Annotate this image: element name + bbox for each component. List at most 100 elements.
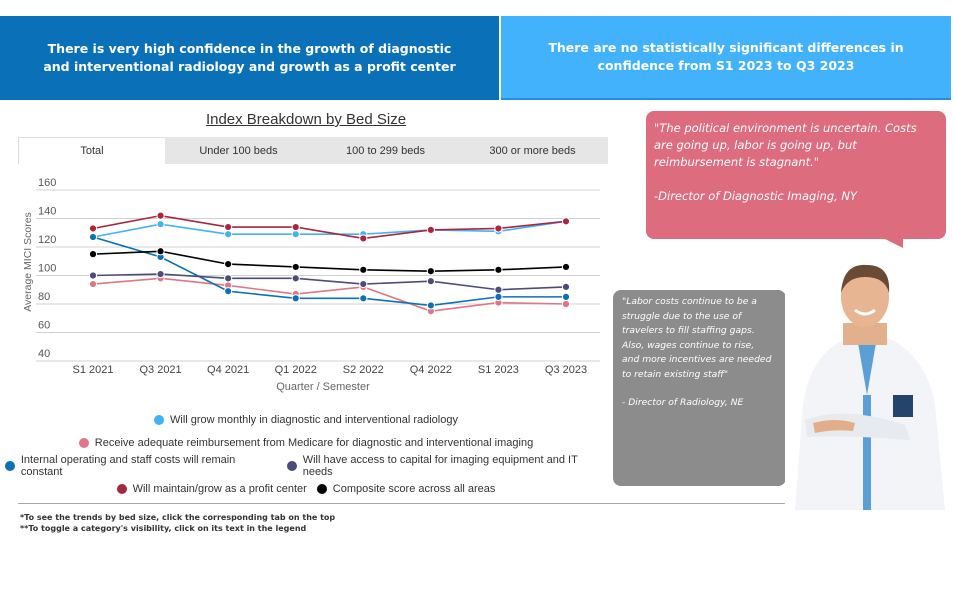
series-line — [92, 277, 567, 312]
legend-row: Receive adequate reimbursement from Medi… — [0, 431, 612, 454]
legend-item[interactable]: Will grow monthly in diagnostic and inte… — [154, 414, 458, 426]
data-point[interactable] — [359, 294, 368, 303]
data-point[interactable] — [561, 262, 571, 272]
data-point[interactable] — [291, 222, 300, 232]
doctor-photo — [785, 255, 950, 510]
legend-label[interactable]: Will have access to capital for imaging … — [302, 453, 578, 478]
tab-under-100-beds[interactable]: Under 100 beds — [199, 144, 278, 157]
series-5 — [88, 247, 571, 276]
series-1 — [88, 274, 571, 316]
legend-label[interactable]: Will grow monthly in diagnostic and inte… — [170, 413, 458, 426]
x-axis-ticks: S1 2021 Q3 2021 Q4 2021 Q1 2022 S2 2022 Q4 20… — [73, 364, 588, 376]
data-point[interactable] — [494, 224, 503, 233]
legend-label[interactable]: Will maintain/grow as a profit center — [132, 482, 307, 495]
data-point[interactable] — [359, 265, 368, 274]
data-point[interactable] — [291, 294, 300, 303]
tab-300-or-more-beds[interactable]: 300 or more beds — [489, 144, 576, 157]
legend-dot-icon — [154, 414, 164, 425]
data-point[interactable] — [156, 247, 165, 256]
data-point[interactable] — [359, 279, 368, 289]
quote-grey-line: "Labor costs continue to be a — [622, 296, 757, 307]
legend-dot-icon — [316, 483, 327, 494]
data-point[interactable] — [88, 224, 98, 233]
tab-100-to-299-beds[interactable]: 100 to 299 beds — [346, 144, 425, 157]
data-point[interactable] — [88, 250, 98, 259]
line-chart: 160 140 120 100 80 60 40 Average MICI Scores S… — [22, 177, 600, 393]
data-point[interactable] — [494, 292, 503, 301]
data-point[interactable] — [291, 230, 300, 239]
data-point[interactable] — [224, 287, 233, 296]
data-point[interactable] — [561, 292, 571, 301]
y-axis-ticks: 160 140 120 100 80 60 40 — [38, 177, 56, 360]
x-tick-label: Q3 2023 — [545, 364, 587, 376]
data-point[interactable] — [426, 267, 435, 276]
data-point[interactable] — [561, 282, 571, 292]
legend-label[interactable]: Internal operating and staff costs will … — [20, 453, 236, 478]
y-tick-label: 140 — [38, 206, 56, 218]
data-point[interactable] — [88, 271, 98, 280]
chart-title: Index Breakdown by Bed Size — [205, 111, 407, 128]
data-point[interactable] — [359, 234, 368, 243]
bed-size-tabs: Total Under 100 beds 100 to 299 beds 300… — [18, 137, 608, 164]
series-line — [92, 250, 567, 273]
quote-bubble-pink: "The political environment is uncertain.… — [646, 111, 946, 239]
data-point[interactable] — [426, 301, 435, 310]
headline-banner-right: There are no statistically significant d… — [501, 16, 951, 100]
x-tick-label: Q4 2022 — [410, 364, 452, 376]
legend-item[interactable]: Internal operating and staff costs will … — [5, 454, 277, 478]
quote-grey-line: to retain existing staff" — [622, 368, 729, 380]
data-point[interactable] — [561, 299, 571, 309]
series-lines — [88, 211, 571, 316]
legend-item[interactable]: Will have access to capital for imaging … — [286, 453, 607, 478]
data-point[interactable] — [291, 274, 300, 283]
data-point[interactable] — [561, 217, 571, 226]
quote-grey-author: - Director of Radiology, NE — [622, 397, 744, 408]
x-axis-label: Quarter / Semester — [276, 381, 370, 393]
legend-row: Will grow monthly in diagnostic and inte… — [0, 408, 612, 431]
series-4 — [88, 211, 571, 243]
headline-right-text: There are no statistically significant d… — [548, 40, 904, 73]
data-point[interactable] — [494, 285, 503, 294]
legend-item[interactable]: Will maintain/grow as a profit center — [116, 482, 307, 495]
x-tick-label: Q1 2022 — [275, 364, 317, 376]
data-point[interactable] — [224, 274, 233, 283]
legend-item[interactable]: Composite score across all areas — [316, 482, 496, 495]
data-point[interactable] — [224, 230, 233, 239]
data-point[interactable] — [426, 225, 435, 235]
quote-pink-author: -Director of Diagnostic Imaging, NY — [654, 189, 858, 203]
y-tick-label: 100 — [38, 263, 56, 275]
legend-row: Internal operating and staff costs will … — [0, 453, 612, 478]
quote-grey-line: Also, wages continue to rise, — [622, 339, 755, 351]
x-tick-label: S2 2022 — [343, 364, 384, 376]
x-tick-label: Q3 2021 — [139, 364, 181, 376]
series-line — [92, 220, 567, 238]
series-2 — [88, 232, 571, 310]
data-point[interactable] — [156, 220, 165, 229]
data-point[interactable] — [291, 262, 300, 272]
data-point[interactable] — [156, 211, 165, 220]
data-point[interactable] — [88, 279, 98, 289]
y-tick-label: 80 — [38, 291, 50, 303]
legend-label[interactable]: Composite score across all areas — [332, 482, 496, 495]
quote-grey-line: struggle due to the use of — [622, 310, 742, 322]
data-point[interactable] — [494, 265, 503, 274]
legend-dot-icon — [78, 437, 89, 448]
data-point[interactable] — [224, 260, 233, 269]
series-3 — [88, 269, 571, 294]
data-point[interactable] — [88, 232, 98, 242]
quote-bubble-tail — [883, 238, 903, 248]
tab-total[interactable]: Total — [18, 137, 165, 164]
y-tick-label: 60 — [38, 320, 50, 332]
series-line — [92, 236, 566, 307]
data-point[interactable] — [156, 269, 165, 279]
legend-item[interactable]: Receive adequate reimbursement from Medi… — [78, 436, 534, 449]
legend-dot-icon — [286, 460, 297, 471]
series-line — [92, 273, 567, 291]
headline-left-text: There is very high confidence in the gro… — [43, 41, 456, 74]
data-point[interactable] — [426, 277, 435, 286]
data-point[interactable] — [224, 222, 233, 232]
y-tick-label: 160 — [38, 177, 56, 189]
y-axis-label: Average MICI Scores — [22, 212, 34, 312]
chart-legend: Will grow monthly in diagnostic and inte… — [0, 408, 612, 500]
legend-label[interactable]: Receive adequate reimbursement from Medi… — [94, 436, 534, 449]
